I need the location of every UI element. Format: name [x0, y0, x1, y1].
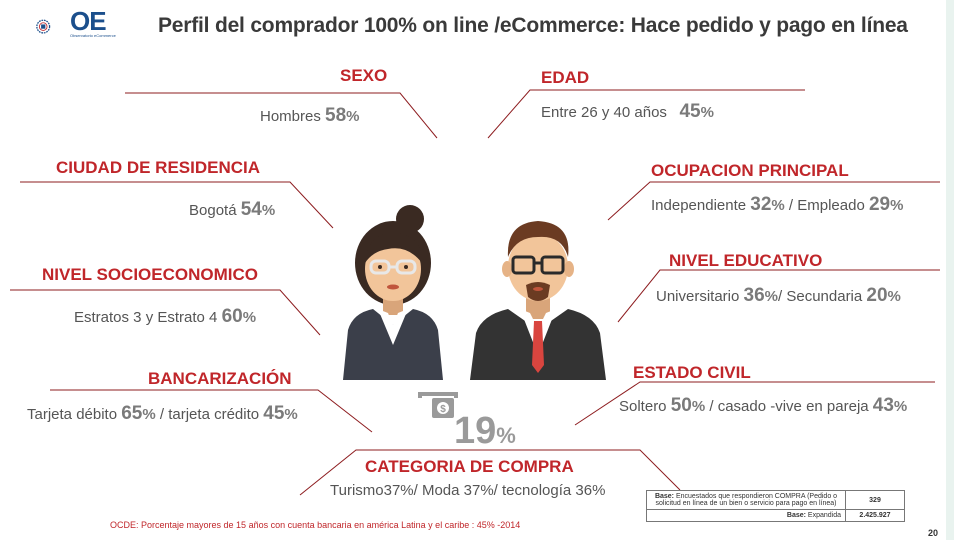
- table-row: Base: Encuestados que respondieron COMPR…: [646, 490, 905, 510]
- man-illustration: [470, 221, 606, 380]
- bancarizacion-stat: Tarjeta débito 65% / tarjeta crédito 45%: [27, 403, 298, 424]
- money-card-icon: $: [418, 392, 458, 418]
- logo-text: OE: [70, 6, 107, 36]
- estado-civil-title: ESTADO CIVIL: [633, 363, 751, 382]
- base-row2-value: 2.425.927: [845, 509, 905, 522]
- ocupacion-title: OCUPACION PRINCIPAL: [651, 161, 849, 180]
- base-table: Base: Encuestados que respondieron COMPR…: [646, 490, 905, 522]
- ciudad-stat: Bogotá 54%: [189, 199, 276, 220]
- page-title: Perfil del comprador 100% on line /eComm…: [158, 14, 908, 37]
- nivel-edu-stat: Universitario 36%/ Secundaria 20%: [656, 285, 901, 306]
- table-row: Base: Expandida 2.425.927: [646, 509, 905, 522]
- categoria-stat: Turismo37%/ Moda 37%/ tecnología 36%: [330, 482, 606, 499]
- edad-title: EDAD: [541, 68, 590, 87]
- page-number: 20: [928, 528, 939, 538]
- nivel-socio-stat: Estratos 3 y Estrato 4 60%: [74, 306, 257, 327]
- ciudad-title: CIUDAD DE RESIDENCIA: [56, 158, 261, 177]
- oe-logo-icon: [36, 19, 51, 34]
- center-percentage: 19%: [454, 410, 516, 452]
- ocupacion-stat: Independiente 32% / Empleado 29%: [651, 194, 904, 215]
- estado-civil-stat: Soltero 50% / casado -vive en pareja 43%: [619, 395, 908, 416]
- sexo-stat: Hombres 58%: [260, 105, 360, 126]
- sexo-title: SEXO: [340, 66, 388, 85]
- woman-illustration: [343, 205, 443, 380]
- footnote: OCDE: Porcentaje mayores de 15 años con …: [110, 520, 521, 530]
- categoria-title: CATEGORIA DE COMPRA: [365, 457, 574, 476]
- edad-stat: Entre 26 y 40 años 45%: [541, 101, 714, 122]
- nivel-socio-title: NIVEL SOCIOECONOMICO: [42, 265, 258, 284]
- logo-subtitle: Observatorio eCommerce: [70, 33, 116, 38]
- svg-text:$: $: [440, 404, 446, 415]
- nivel-edu-title: NIVEL EDUCATIVO: [669, 251, 823, 270]
- right-edge-strip: [946, 0, 954, 540]
- bancarizacion-title: BANCARIZACIÓN: [148, 369, 292, 388]
- base-row2-label: Base: Expandida: [646, 509, 846, 522]
- base-row1-value: 329: [845, 490, 905, 510]
- base-row1-label: Base: Encuestados que respondieron COMPR…: [646, 490, 846, 510]
